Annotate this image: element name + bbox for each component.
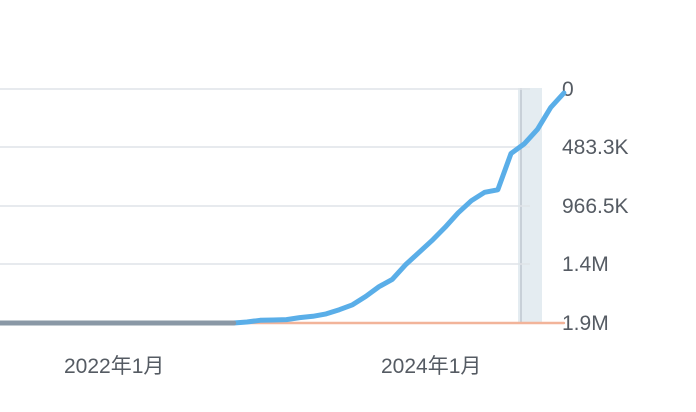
series [0, 90, 567, 326]
x-axis: 2022年1月 2024年1月 [64, 355, 481, 378]
grid [0, 88, 530, 265]
y-tick-label: 966.5K [562, 195, 629, 218]
y-tick-label: 0 [562, 78, 574, 101]
y-tick-label: 1.4M [562, 253, 609, 276]
series-line-main [0, 90, 567, 326]
y-tick-label: 483.3K [562, 136, 629, 159]
x-tick-label: 2024年1月 [381, 355, 481, 378]
y-axis: 0 483.3K 966.5K 1.4M 1.9M [562, 78, 629, 335]
x-tick-label: 2022年1月 [64, 355, 164, 378]
y-tick-label: 1.9M [562, 312, 609, 335]
